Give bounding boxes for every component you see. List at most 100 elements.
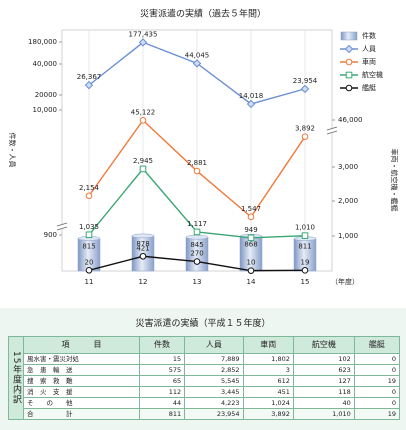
data-label: 868 [244, 240, 257, 248]
point [139, 117, 147, 124]
y-tick-label: 20000 [35, 91, 57, 99]
x-tick-label: 13 [193, 278, 202, 286]
cell: 127 [292, 375, 355, 387]
cell: 19 [353, 375, 401, 387]
point [300, 84, 310, 94]
data-label: 2,154 [79, 184, 100, 192]
point [139, 165, 147, 173]
cell: 風水害・震災対処 [23, 353, 140, 365]
legend-label: 人員 [362, 45, 376, 53]
point [345, 71, 353, 79]
data-label: 3,892 [295, 125, 315, 133]
legend-label: 件数 [362, 31, 376, 40]
data-label: 2,945 [133, 157, 153, 165]
cell: 急 患 輸 送 [23, 364, 140, 376]
cell: 3,892 [242, 408, 294, 420]
data-label: 19 [301, 258, 310, 266]
cell: 3 [242, 364, 294, 376]
point [193, 258, 201, 265]
point [138, 38, 148, 47]
column-header: 項 目 [23, 336, 140, 354]
cell: 623 [292, 364, 355, 376]
data-label: 811 [298, 243, 311, 251]
row: そ の 他 44 4,223 1,024 40 0 [9, 397, 401, 409]
data-label: 949 [244, 226, 257, 234]
cell: 4,223 [184, 397, 244, 409]
chart: 災害派遣の実績（過去５年間） 件数・人員 車両・航空機・艦艇 （年度） 900 1… [8, 8, 399, 287]
series: 26,367 177,435 44,045 14,018 23,954 [77, 30, 318, 109]
legend-label: 航空機 [362, 70, 383, 79]
y-tick-label: 180,000 [28, 38, 57, 46]
row: 捜 索 救 難 65 5,545 612 127 19 [9, 375, 401, 387]
point [193, 167, 201, 175]
cell: 15 [138, 353, 186, 365]
point [192, 59, 202, 68]
point [247, 267, 255, 274]
cell: 19 [353, 408, 401, 420]
y-tick-label: 900 [44, 231, 57, 239]
y2-axis-label: 車両・航空機・艦艇 [390, 149, 399, 212]
cell: 23,954 [184, 408, 244, 420]
table-section: 災害派遣の実績（平成１５年度） 15年度内訳項 目件数 人員 車両 航空機 艦艇 風水害・… [0, 308, 406, 430]
cell: 0 [353, 397, 401, 409]
point [345, 84, 353, 92]
cell: 消 火 支 援 [23, 386, 140, 398]
data-label: 878 [136, 240, 149, 248]
y-axis-label: 件数・人員 [8, 133, 17, 168]
table-title: 災害派遣の実績（平成１５年度） [135, 319, 271, 329]
data-label: 44,045 [185, 51, 210, 59]
column-header: 航空機 [292, 336, 355, 354]
cell: 合 計 [23, 408, 140, 420]
row: 急 患 輸 送 575 2,852 3 623 0 [9, 364, 401, 376]
cell: 5,545 [184, 375, 244, 387]
point [345, 58, 353, 66]
data-label: 177,435 [129, 30, 158, 38]
data-label: 1,117 [187, 220, 207, 228]
row: 風水害・震災対処 15 7,889 1,802 102 0 [9, 353, 401, 365]
column-header: 車両 [242, 336, 294, 354]
cell: 1,024 [242, 397, 294, 409]
cell: 65 [138, 375, 186, 387]
cell: 575 [138, 364, 186, 376]
x-tick-label: 14 [247, 278, 256, 286]
point [301, 133, 309, 140]
data-label: 1,010 [295, 224, 315, 232]
data-label: 26,367 [77, 73, 102, 81]
bar-cap [185, 234, 209, 240]
cell: 112 [138, 386, 186, 398]
data-label: 23,954 [293, 77, 318, 85]
series: 1,035 2,945 1,117 949 1,010 [79, 157, 315, 242]
x-tick-label: 11 [85, 278, 94, 286]
point [85, 192, 93, 200]
cell: 捜 索 救 難 [23, 375, 140, 387]
y2-tick-label: 46,000 [338, 116, 363, 124]
data-label: 2,881 [187, 159, 207, 167]
column-header: 件数 [138, 336, 186, 354]
x-tick-label: 12 [139, 278, 148, 286]
data-label: 815 [82, 242, 95, 250]
y2-tick-label: 3,000 [338, 163, 358, 171]
cell: 3,445 [184, 386, 244, 398]
data-label: 14,018 [239, 92, 264, 100]
point [246, 99, 256, 109]
header-row: 15年度内訳項 目件数 人員 車両 航空機 艦艇 [8, 336, 401, 420]
chart-title: 災害派遣の実績（過去５年間） [140, 8, 266, 20]
data-label: 270 [190, 250, 203, 258]
point [139, 252, 147, 260]
row: 合 計 811 23,954 3,892 1,010 19 [9, 408, 401, 420]
cell: 2,852 [184, 364, 244, 376]
column-header: 艦艇 [353, 336, 401, 354]
row: 消 火 支 援 112 3,445 451 118 0 [9, 386, 401, 398]
point [247, 213, 255, 221]
table: 15年度内訳項 目件数 人員 車両 航空機 艦艇 風水害・震災対処 15 7,889 1,802… [8, 336, 401, 420]
series: 2,154 45,122 2,881 1,547 3,892 [79, 108, 315, 221]
cell: 612 [242, 375, 294, 387]
cell: 118 [292, 386, 355, 398]
cell: 1,010 [292, 408, 355, 420]
cell: 811 [138, 408, 186, 420]
column-header: 人員 [184, 336, 244, 354]
data-label: 10 [247, 259, 256, 267]
side-label: 15年度内訳 [8, 336, 24, 420]
point [193, 228, 201, 236]
